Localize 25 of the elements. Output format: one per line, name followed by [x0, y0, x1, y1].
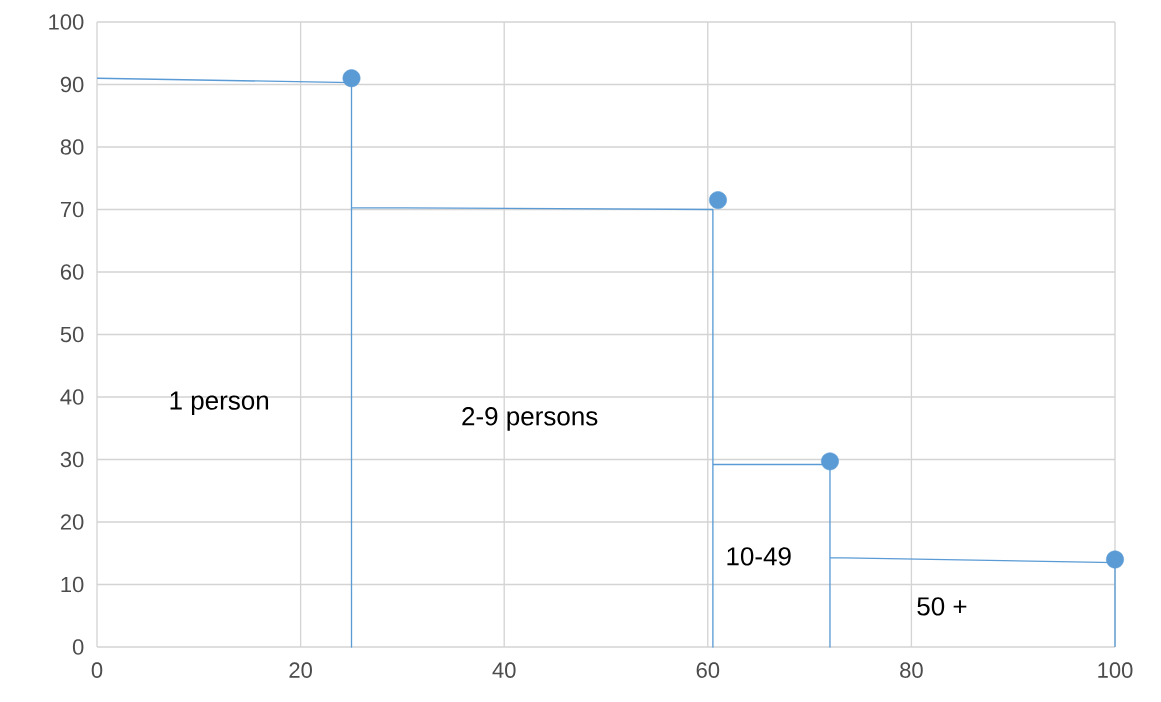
annotation: 50 +	[917, 597, 967, 616]
y-tick-label: 60	[60, 264, 84, 280]
y-tick-label: 0	[72, 639, 84, 655]
point	[821, 452, 839, 471]
annotation: 1 person	[170, 391, 269, 415]
y-tick-label: 40	[60, 389, 84, 405]
point	[709, 191, 727, 210]
point	[1106, 550, 1124, 569]
annotation: 2-9 persons	[462, 407, 598, 431]
y-tick-label: 90	[60, 76, 84, 93]
y-tick-label: 100	[49, 14, 84, 30]
x-tick-label: 80	[900, 662, 923, 678]
y-tick-label: 70	[60, 201, 84, 218]
x-tick-label: 0	[91, 662, 103, 678]
annotation: 10-49	[727, 547, 791, 566]
x-tick-label: 100	[1098, 662, 1133, 678]
y-tick-label: 10	[61, 576, 84, 593]
x-tick-label: 40	[492, 662, 516, 678]
y-tick-label: 50	[60, 326, 84, 343]
y-tick-label: 20	[60, 514, 84, 530]
y-tick-label: 30	[60, 451, 84, 468]
point	[342, 69, 361, 88]
x-tick-label: 20	[289, 662, 312, 678]
y-tick-label: 80	[60, 139, 84, 155]
x-tick-label: 60	[696, 662, 720, 678]
